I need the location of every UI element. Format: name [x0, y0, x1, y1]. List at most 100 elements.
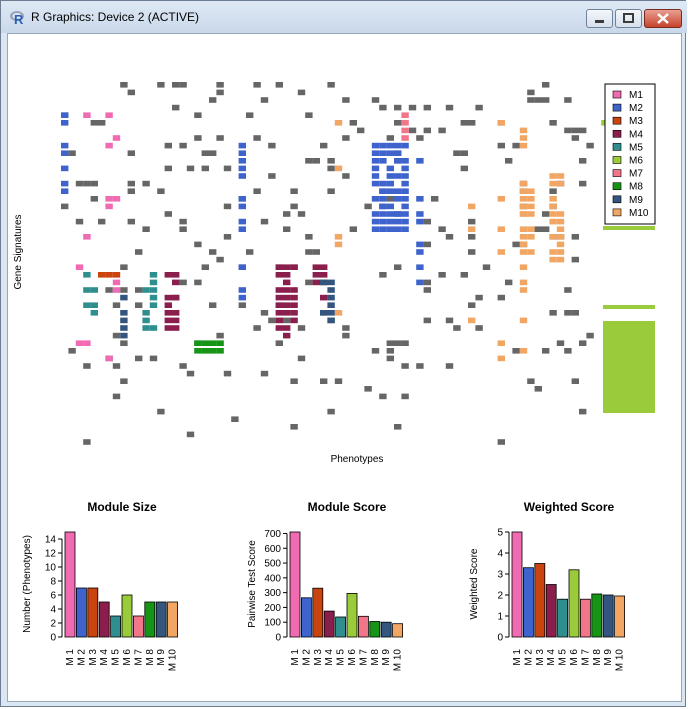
- heatmap-cell-m4: [320, 272, 328, 278]
- heatmap-cell-m4: [172, 279, 180, 286]
- heatmap-cell-m10: [527, 203, 535, 210]
- heatmap-cell: [571, 135, 579, 141]
- heatmap-cell: [445, 363, 454, 369]
- heatmap-cell-m2: [401, 142, 409, 149]
- heatmap-cell-m1: [105, 142, 113, 149]
- heatmap-cell-m2: [379, 180, 387, 187]
- chart-ylabel: Pairwise Test Score: [247, 540, 258, 628]
- heatmap-cell-m10: [556, 180, 565, 187]
- bar-m1: [511, 531, 523, 638]
- y-tick-label: 14: [45, 535, 57, 546]
- heatmap-cell: [453, 150, 461, 156]
- heatmap-cell-m2: [379, 226, 387, 232]
- heatmap-cell: [342, 135, 350, 141]
- heatmap-cell: [564, 287, 572, 293]
- heatmap-cell-m9: [327, 287, 335, 293]
- heatmap-cell-m2: [386, 173, 394, 179]
- y-tick-label: 4: [50, 605, 56, 616]
- heatmap-cell-m10: [527, 188, 535, 194]
- heatmap-cell: [238, 302, 246, 308]
- heatmap-cell-m4: [283, 272, 291, 278]
- heatmap-cell: [527, 89, 535, 96]
- heatmap-cell-m2: [401, 203, 409, 210]
- heatmap-cell: [253, 82, 261, 88]
- heatmap-cell-m10: [334, 241, 343, 248]
- legend-swatch-m10: [612, 208, 622, 217]
- heatmap-cell: [305, 112, 313, 118]
- heatmap-cell: [534, 226, 542, 232]
- heatmap-cell-m10: [527, 226, 535, 232]
- heatmap-cell-m5: [142, 325, 150, 331]
- heatmap-cell: [135, 355, 143, 362]
- heatmap-cell-m5: [142, 310, 150, 316]
- heatmap-cell-m10: [527, 196, 535, 202]
- minimize-button[interactable]: [586, 9, 613, 28]
- heatmap-cell-m2: [379, 218, 387, 225]
- legend-label-m7: M7: [629, 169, 643, 180]
- bar-m7: [133, 615, 144, 638]
- heatmap-cell: [209, 249, 217, 255]
- bar-m3: [87, 587, 99, 638]
- heatmap-cell: [438, 127, 446, 134]
- bar-m1: [64, 531, 76, 638]
- heatmap-cell: [497, 294, 505, 301]
- heatmap-cell: [290, 424, 298, 430]
- heatmap-cell: [120, 264, 128, 270]
- maximize-button[interactable]: [615, 9, 642, 28]
- heatmap-cell: [468, 302, 476, 308]
- heatmap-cell: [386, 340, 394, 346]
- heatmap-cell-m4: [312, 272, 320, 278]
- heatmap-cell: [305, 279, 313, 286]
- x-tick-label: M 5: [336, 649, 347, 666]
- heatmap-cell-m9: [120, 325, 128, 331]
- chart-title: Weighted Score: [524, 500, 615, 514]
- heatmap-cell: [297, 355, 306, 362]
- heatmap-cell-m7: [401, 127, 409, 134]
- heatmap-cell-m10: [334, 120, 343, 126]
- heatmap-cell: [260, 310, 269, 316]
- heatmap-cell-m5: [149, 325, 158, 331]
- title-bar[interactable]: R R Graphics: Device 2 (ACTIVE): [1, 1, 687, 33]
- heatmap-cell-m2: [416, 196, 424, 202]
- heatmap-cell: [475, 104, 483, 111]
- heatmap-cell: [179, 363, 187, 369]
- heatmap-cell: [386, 135, 394, 141]
- heatmap-cell-m8: [194, 348, 202, 354]
- bar-m3: [312, 587, 324, 638]
- x-tick-label: M 1: [290, 649, 301, 666]
- heatmap-cell: [127, 89, 135, 96]
- heatmap-cell: [482, 264, 491, 270]
- heatmap-cell: [423, 287, 431, 293]
- heatmap-cell-m2: [238, 218, 246, 225]
- heatmap-cell: [186, 165, 195, 172]
- heatmap-cell: [142, 226, 150, 232]
- y-tick-label: 300: [264, 588, 281, 599]
- heatmap-cell: [127, 180, 135, 187]
- heatmap-cell-m2: [386, 218, 394, 225]
- heatmap-cell: [216, 82, 224, 88]
- heatmap-cell-m10: [556, 249, 565, 255]
- heatmap-cell: [75, 180, 84, 187]
- bar-m10: [392, 623, 404, 638]
- heatmap-cell: [283, 317, 291, 324]
- heatmap-cell: [497, 142, 505, 149]
- heatmap-cell: [505, 158, 513, 164]
- close-button[interactable]: [644, 9, 682, 28]
- chart-title: Module Size: [87, 500, 157, 514]
- heatmap-cell-m10: [497, 355, 505, 362]
- heatmap-cell: [268, 317, 276, 324]
- heatmap-cell: [423, 218, 431, 225]
- heatmap-cell-m4: [283, 264, 291, 270]
- heatmap-cell-m4: [283, 302, 291, 308]
- heatmap-cell: [327, 188, 335, 194]
- bar-m2: [76, 587, 87, 638]
- heatmap-cell: [172, 104, 180, 111]
- heatmap-cell-m2: [394, 226, 402, 232]
- heatmap-cell-m2: [238, 150, 246, 156]
- heatmap-cell-m4: [312, 264, 320, 270]
- heatmap-cell-m2: [416, 249, 424, 255]
- x-tick-label: M 7: [133, 649, 144, 666]
- heatmap-cell: [186, 431, 195, 438]
- heatmap-cell: [112, 332, 121, 339]
- heatmap-cell-m2: [394, 150, 402, 156]
